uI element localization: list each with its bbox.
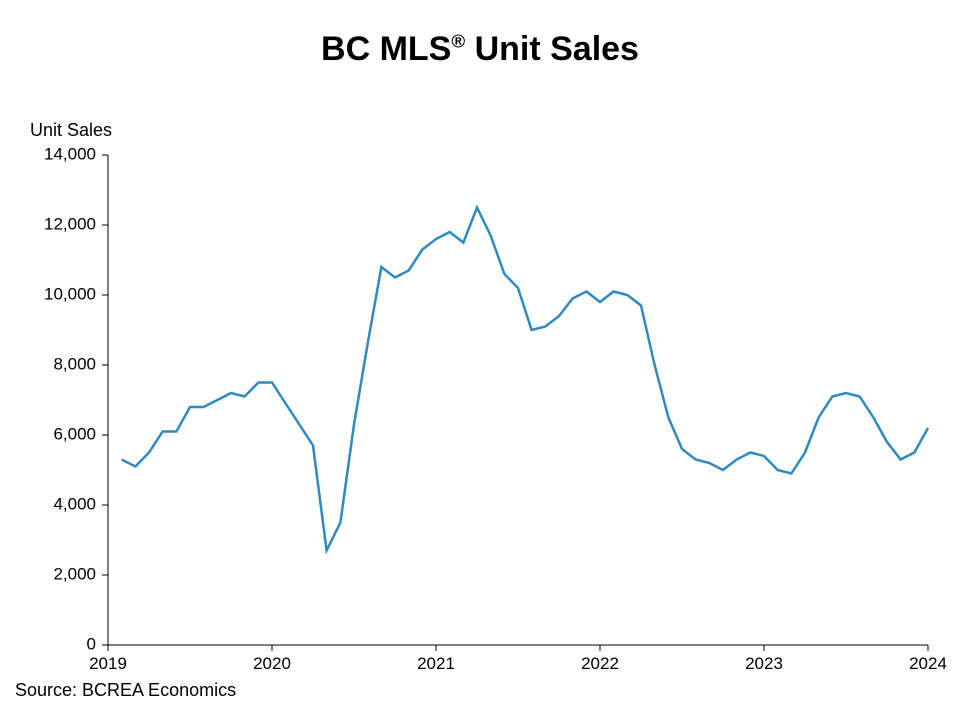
y-tick-label: 12,000	[44, 214, 96, 233]
y-tick-label: 8,000	[53, 354, 96, 373]
y-tick-label: 14,000	[44, 144, 96, 163]
y-tick-label: 2,000	[53, 564, 96, 583]
y-tick-label: 0	[87, 634, 96, 653]
x-tick-label: 2021	[417, 654, 455, 673]
x-tick-label: 2020	[253, 654, 291, 673]
y-tick-label: 6,000	[53, 424, 96, 443]
line-chart: 0 2,000 4,000 6,000 8,000 10,000 12,000 14,000 2…	[0, 0, 960, 720]
y-tick-label: 4,000	[53, 494, 96, 513]
unit-sales-line	[122, 208, 928, 551]
y-tick-label: 10,000	[44, 284, 96, 303]
x-tick-label: 2024	[909, 654, 947, 673]
x-tick-label: 2023	[745, 654, 783, 673]
source-caption: Source: BCREA Economics	[15, 680, 236, 701]
x-tick-label: 2022	[581, 654, 619, 673]
x-tick-label: 2019	[89, 654, 127, 673]
